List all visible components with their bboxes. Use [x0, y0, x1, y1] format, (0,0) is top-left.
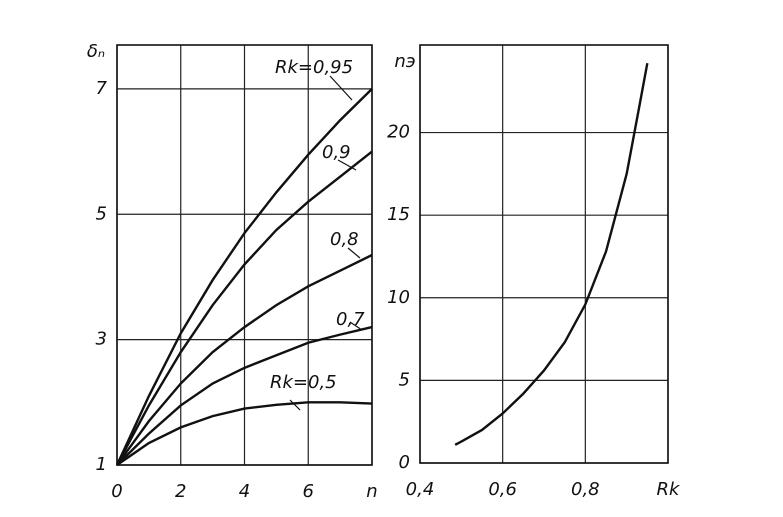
curve [116, 401, 373, 466]
curve-label: 0,8 [330, 229, 359, 250]
x-tick-label: 0,4 [406, 479, 435, 500]
curve-label: Rk=0,95 [275, 57, 353, 78]
curve-label: 0,7 [336, 309, 365, 330]
y-tick-label: 10 [387, 287, 410, 308]
x-tick-label: 0,8 [571, 479, 600, 500]
plot-frame [419, 44, 669, 464]
curve [116, 253, 373, 466]
y-tick-label: 3 [96, 329, 107, 350]
y-axis-label: δₙ [87, 41, 105, 62]
curve [115, 150, 373, 466]
curve [116, 325, 373, 466]
x-tick-label: 4 [239, 481, 250, 502]
label-leader [337, 159, 357, 171]
label-leader [289, 399, 301, 411]
y-axis-label: nэ [394, 51, 415, 72]
curve-label: Rk=0,5 [270, 372, 337, 393]
y-tick-label: 0 [399, 452, 410, 473]
label-leader [329, 75, 353, 101]
y-tick-label: 7 [96, 78, 108, 99]
y-tick-label: 15 [387, 204, 410, 225]
curve [454, 62, 649, 446]
y-tick-label: 5 [96, 203, 107, 224]
x-tick-label: Rk [657, 479, 682, 500]
x-tick-label: 0,6 [488, 479, 517, 500]
label-leader [349, 321, 363, 331]
label-leader [347, 247, 361, 259]
x-tick-label: 0 [111, 481, 122, 502]
y-tick-label: 5 [399, 369, 410, 390]
x-tick-label: n [366, 481, 377, 502]
x-tick-label: 2 [175, 481, 186, 502]
curve-label: 0,9 [322, 142, 351, 163]
y-tick-label: 1 [96, 454, 107, 475]
curve [115, 88, 373, 466]
y-tick-label: 20 [387, 122, 410, 143]
x-tick-label: 6 [303, 481, 314, 502]
